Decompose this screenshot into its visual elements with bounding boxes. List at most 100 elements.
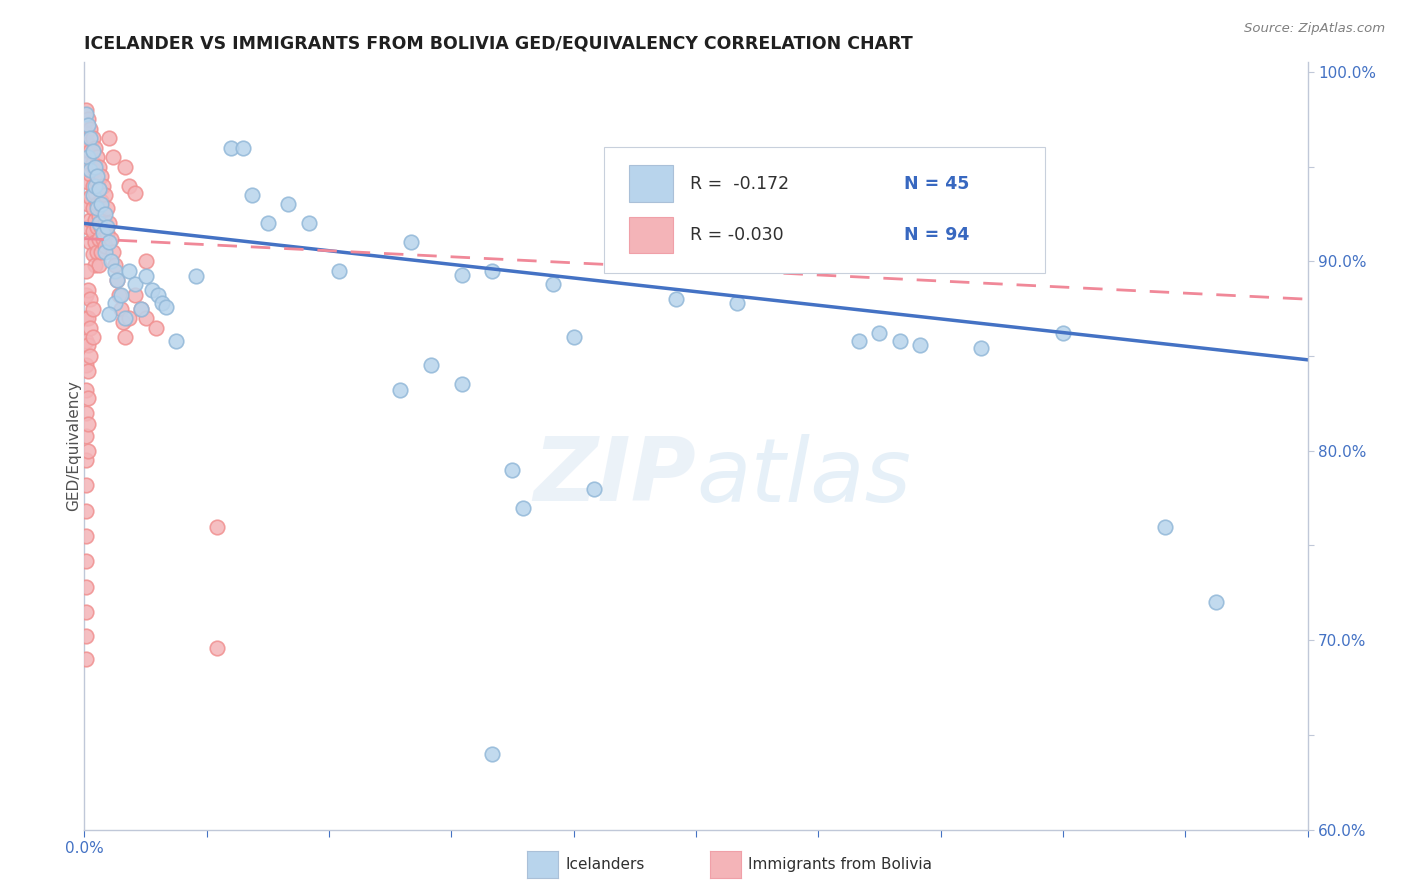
Point — [114, 160, 136, 174]
Point — [1154, 519, 1177, 533]
Point — [79, 349, 101, 363]
Text: N = 45: N = 45 — [904, 175, 969, 193]
Point — [562, 330, 585, 344]
Point — [79, 235, 101, 250]
Point — [97, 235, 120, 250]
Point — [83, 212, 105, 227]
Point — [124, 277, 146, 291]
Point — [97, 216, 120, 230]
Point — [82, 202, 104, 216]
Point — [83, 258, 105, 272]
Point — [105, 273, 128, 287]
Point — [87, 231, 110, 245]
Point — [232, 141, 254, 155]
Point — [96, 226, 118, 240]
Point — [77, 283, 100, 297]
Point — [79, 131, 101, 145]
Point — [135, 254, 157, 268]
Point — [1205, 595, 1227, 609]
Point — [889, 334, 911, 348]
Point — [83, 186, 105, 201]
Point — [75, 264, 97, 278]
Point — [82, 301, 104, 316]
Point — [219, 141, 242, 155]
Point — [82, 131, 104, 145]
Point — [155, 300, 177, 314]
Point — [75, 629, 97, 643]
Point — [77, 391, 100, 405]
Point — [79, 167, 101, 181]
Text: Icelanders: Icelanders — [565, 857, 644, 871]
Point — [665, 292, 688, 306]
Point — [77, 156, 100, 170]
Point — [112, 315, 135, 329]
Point — [502, 463, 524, 477]
Text: N = 94: N = 94 — [904, 226, 969, 244]
Point — [450, 268, 472, 282]
Point — [145, 320, 167, 334]
Text: Source: ZipAtlas.com: Source: ZipAtlas.com — [1244, 22, 1385, 36]
Point — [100, 231, 122, 245]
Point — [75, 504, 97, 518]
Point — [93, 216, 115, 230]
Point — [87, 182, 110, 196]
Point — [75, 428, 97, 442]
Point — [91, 205, 114, 219]
Point — [114, 311, 136, 326]
Point — [79, 163, 101, 178]
Point — [75, 145, 97, 159]
Point — [205, 519, 228, 533]
Point — [82, 145, 104, 159]
Point — [79, 190, 101, 204]
Point — [97, 307, 120, 321]
Point — [82, 188, 104, 202]
Point — [298, 216, 321, 230]
Point — [328, 264, 350, 278]
Point — [93, 207, 115, 221]
Point — [79, 145, 101, 159]
Point — [131, 301, 153, 316]
Point — [77, 443, 100, 458]
Point — [135, 311, 157, 326]
Point — [91, 226, 114, 240]
Point — [869, 326, 891, 341]
Point — [75, 580, 97, 594]
Point — [87, 258, 110, 272]
Point — [97, 131, 120, 145]
Point — [77, 417, 100, 432]
Point — [389, 383, 412, 397]
Point — [165, 334, 187, 348]
Point — [124, 288, 146, 302]
Point — [82, 330, 104, 344]
Point — [77, 197, 100, 211]
Point — [481, 747, 503, 761]
Point — [87, 160, 110, 174]
Point — [86, 150, 108, 164]
Text: Immigrants from Bolivia: Immigrants from Bolivia — [748, 857, 932, 871]
Point — [75, 553, 97, 567]
Point — [75, 453, 97, 467]
Point — [75, 478, 97, 492]
Point — [77, 364, 100, 378]
Point — [86, 220, 108, 235]
Point — [104, 258, 127, 272]
Point — [82, 246, 104, 260]
Bar — [628, 165, 672, 202]
Point — [79, 292, 101, 306]
Point — [87, 209, 110, 223]
Point — [83, 141, 105, 155]
Point — [257, 216, 280, 230]
Point — [82, 224, 104, 238]
Point — [79, 212, 101, 227]
Point — [110, 301, 132, 316]
Point — [77, 175, 100, 189]
Point — [114, 330, 136, 344]
Bar — [628, 217, 672, 253]
Point — [399, 235, 422, 250]
Point — [77, 118, 100, 132]
Point — [77, 311, 100, 326]
Point — [90, 220, 112, 235]
Point — [118, 311, 141, 326]
Point — [481, 264, 503, 278]
Point — [100, 254, 122, 268]
